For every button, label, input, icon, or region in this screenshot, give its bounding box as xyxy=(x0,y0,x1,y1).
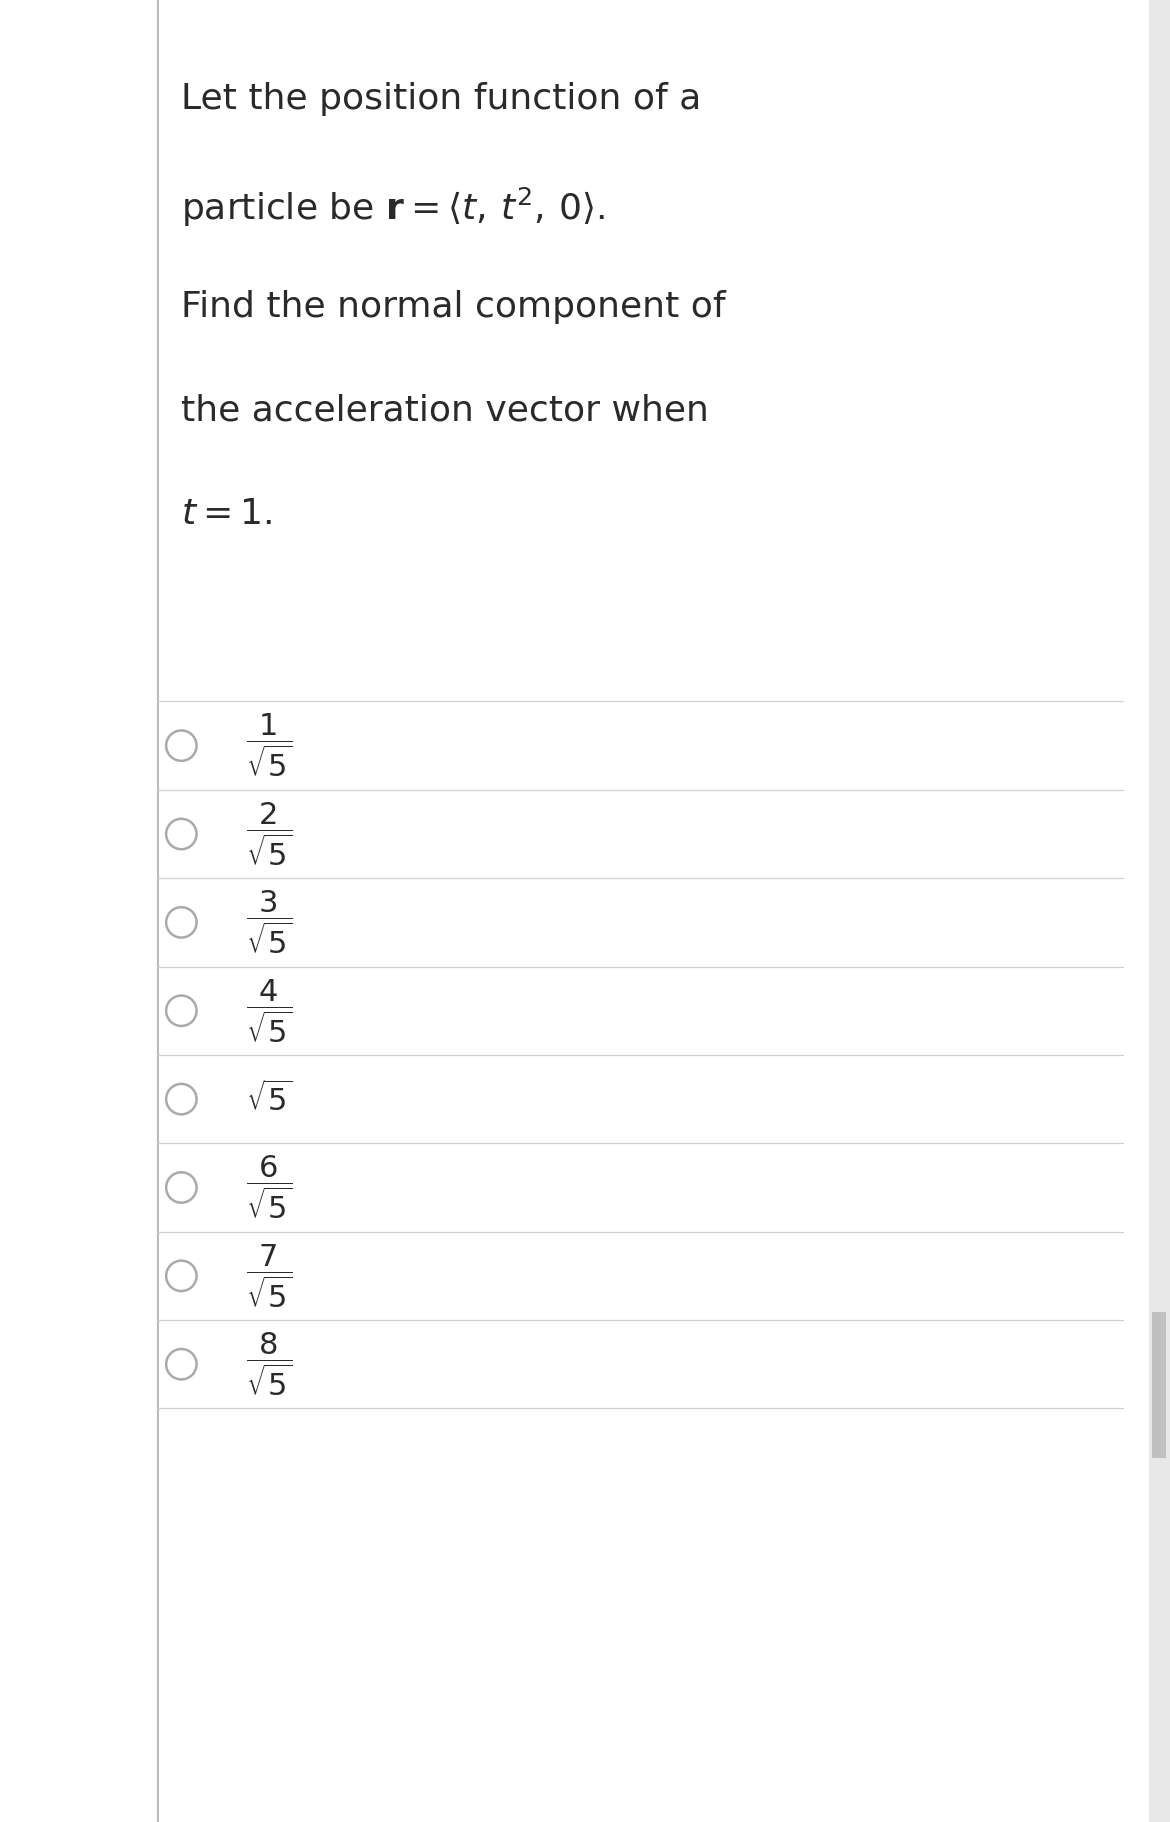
Text: Let the position function of a: Let the position function of a xyxy=(181,82,702,117)
Text: particle be $\mathbf{r} = \langle t,\, t^2,\, 0 \rangle$.: particle be $\mathbf{r} = \langle t,\, t… xyxy=(181,186,605,230)
Text: $\dfrac{2}{\sqrt{5}}$: $\dfrac{2}{\sqrt{5}}$ xyxy=(246,800,292,867)
Text: $\dfrac{4}{\sqrt{5}}$: $\dfrac{4}{\sqrt{5}}$ xyxy=(246,977,292,1044)
Text: $\dfrac{1}{\sqrt{5}}$: $\dfrac{1}{\sqrt{5}}$ xyxy=(246,712,292,780)
Text: $\dfrac{8}{\sqrt{5}}$: $\dfrac{8}{\sqrt{5}}$ xyxy=(246,1330,292,1397)
Text: $t = 1$.: $t = 1$. xyxy=(181,497,273,532)
Text: $\dfrac{6}{\sqrt{5}}$: $\dfrac{6}{\sqrt{5}}$ xyxy=(246,1153,292,1221)
Text: Find the normal component of: Find the normal component of xyxy=(181,290,725,324)
Bar xyxy=(1152,1312,1166,1458)
Text: $\sqrt{5}$: $\sqrt{5}$ xyxy=(246,1080,292,1117)
Text: $\dfrac{7}{\sqrt{5}}$: $\dfrac{7}{\sqrt{5}}$ xyxy=(246,1243,292,1310)
Text: the acceleration vector when: the acceleration vector when xyxy=(181,394,709,428)
Text: $\dfrac{3}{\sqrt{5}}$: $\dfrac{3}{\sqrt{5}}$ xyxy=(246,889,292,957)
Bar xyxy=(1149,0,1170,1822)
